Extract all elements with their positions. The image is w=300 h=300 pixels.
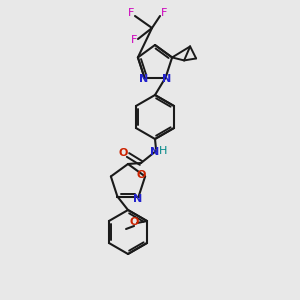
Text: F: F [161,8,167,18]
Text: O: O [136,170,146,180]
Text: O: O [129,217,139,227]
Text: N: N [150,147,160,157]
Text: N: N [162,74,171,84]
Text: N: N [139,74,148,84]
Text: O: O [118,148,128,158]
Text: N: N [133,194,142,204]
Text: F: F [128,8,134,18]
Text: F: F [131,35,137,45]
Text: H: H [159,146,167,156]
